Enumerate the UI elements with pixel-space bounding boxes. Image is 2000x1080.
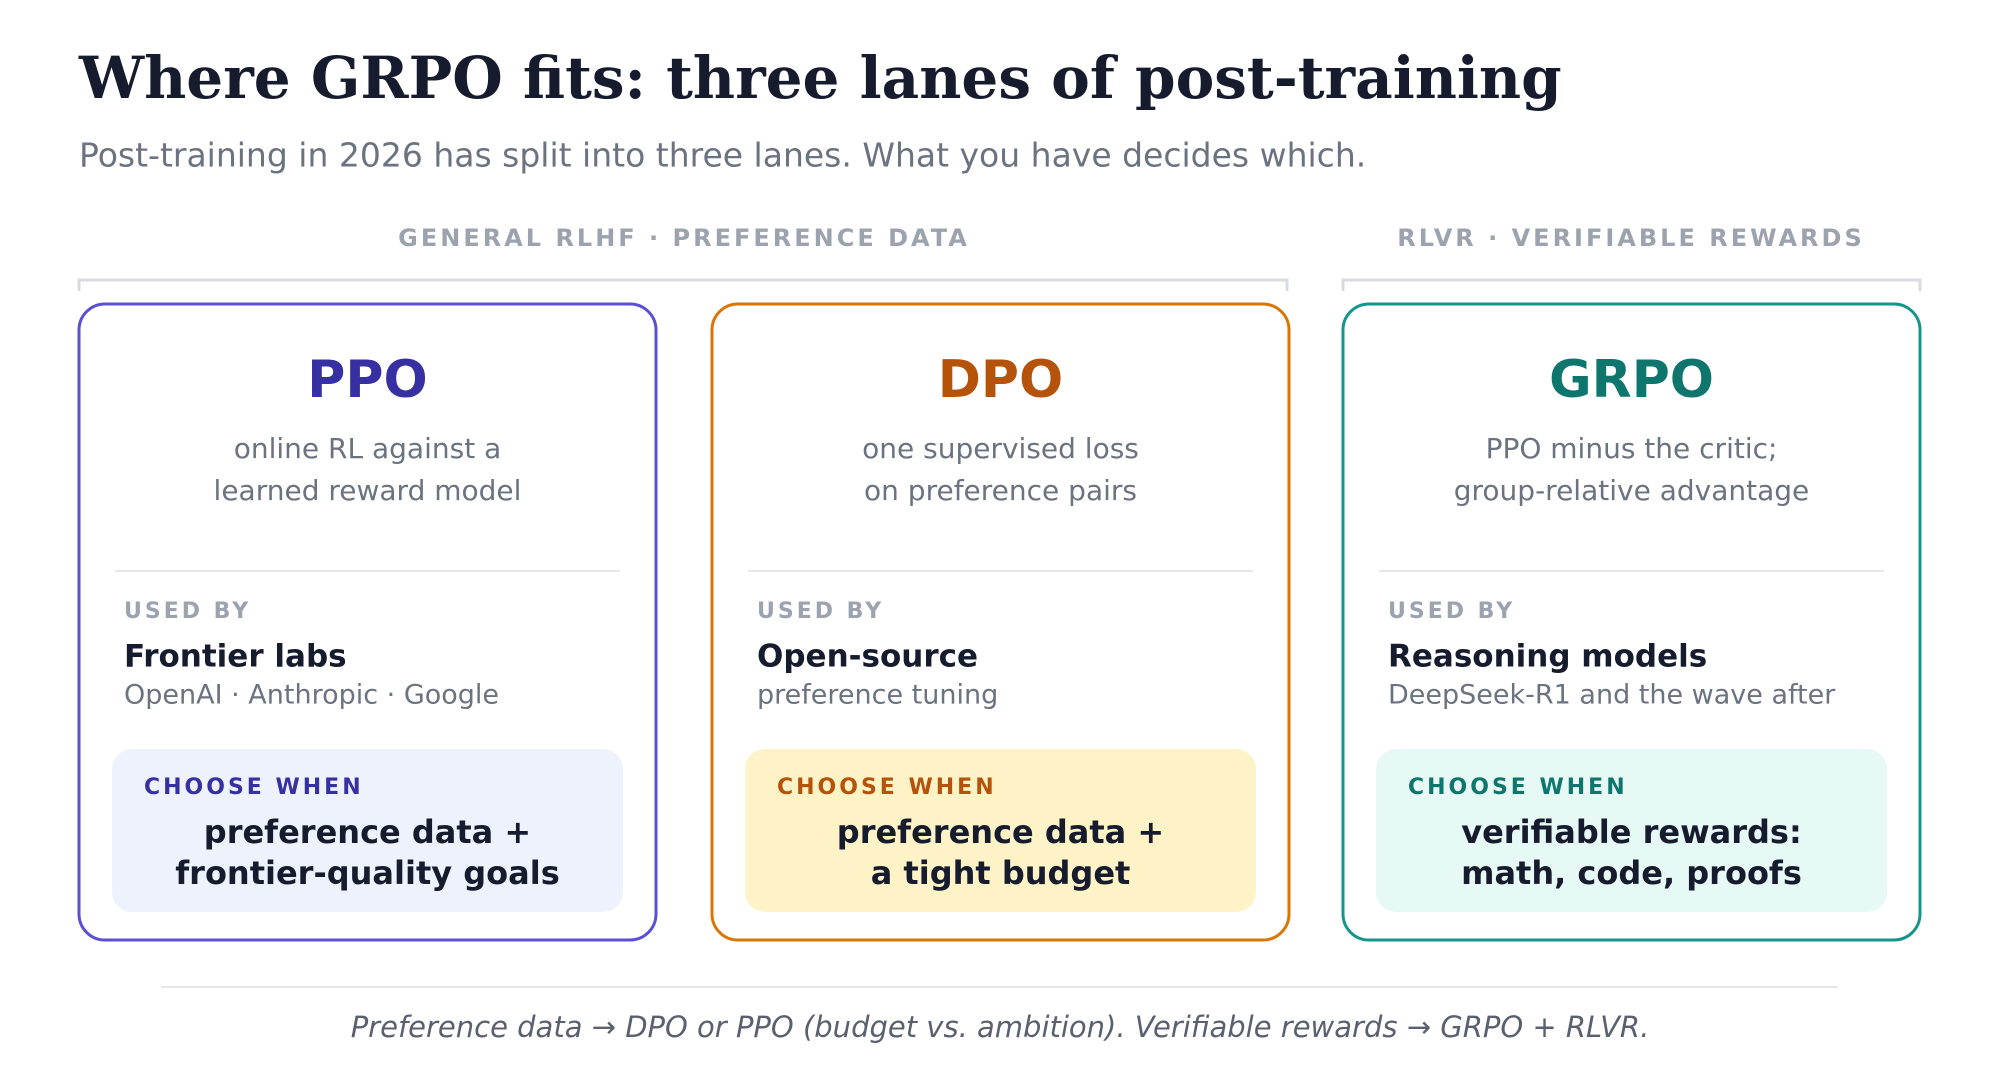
used-by-label: USED BY — [124, 599, 251, 624]
choose-label: CHOOSE WHEN — [777, 775, 997, 800]
choose-text: preference data + — [204, 813, 531, 851]
bracket — [1341, 278, 1922, 291]
used-by: Frontier labs — [124, 639, 347, 675]
bracket — [77, 278, 1289, 291]
used-by-detail: OpenAI · Anthropic · Google — [124, 680, 499, 711]
card-title: DPO — [938, 350, 1063, 410]
card-title: GRPO — [1549, 350, 1714, 410]
card-description: on preference pairs — [864, 474, 1137, 507]
used-by-detail: DeepSeek-R1 and the wave after — [1388, 680, 1836, 711]
choose-box — [745, 749, 1256, 912]
used-by-label: USED BY — [1388, 599, 1515, 624]
footer: Preference data → DPO or PPO (budget vs.… — [351, 1010, 1650, 1044]
subtitle: Post-training in 2026 has split into thr… — [79, 136, 1366, 175]
used-by: Reasoning models — [1388, 639, 1707, 675]
group-label: GENERAL RLHF · PREFERENCE DATA — [398, 224, 970, 252]
choose-text: math, code, proofs — [1461, 854, 1802, 892]
used-by: Open-source — [757, 639, 978, 675]
choose-label: CHOOSE WHEN — [1408, 775, 1628, 800]
group-label: RLVR · VERIFIABLE REWARDS — [1397, 224, 1865, 252]
card-description: online RL against a — [234, 432, 502, 465]
card-description: PPO minus the critic; — [1486, 432, 1778, 465]
choose-text: frontier-quality goals — [175, 854, 560, 892]
choose-text: a tight budget — [871, 854, 1131, 892]
choose-box — [1376, 749, 1887, 912]
used-by-detail: preference tuning — [757, 680, 998, 711]
card-description: one supervised loss — [862, 432, 1139, 465]
choose-text: verifiable rewards: — [1461, 813, 1802, 851]
card-title: PPO — [307, 350, 427, 410]
title: Where GRPO fits: three lanes of post-tra… — [78, 44, 1562, 112]
card-description: learned reward model — [214, 474, 522, 507]
card-description: group-relative advantage — [1454, 474, 1809, 507]
choose-text: preference data + — [837, 813, 1164, 851]
choose-box — [112, 749, 623, 912]
choose-label: CHOOSE WHEN — [144, 775, 364, 800]
used-by-label: USED BY — [757, 599, 884, 624]
